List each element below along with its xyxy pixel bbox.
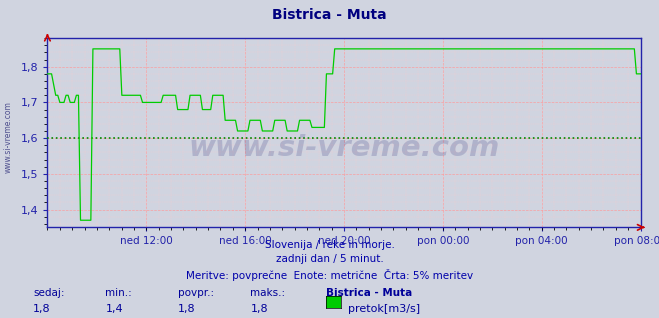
Text: www.si-vreme.com: www.si-vreme.com <box>3 101 13 173</box>
Text: Slovenija / reke in morje.: Slovenija / reke in morje. <box>264 240 395 250</box>
Text: 1,8: 1,8 <box>178 304 196 314</box>
Text: Bistrica - Muta: Bistrica - Muta <box>272 8 387 22</box>
Text: 1,8: 1,8 <box>33 304 51 314</box>
Text: zadnji dan / 5 minut.: zadnji dan / 5 minut. <box>275 254 384 264</box>
Text: 1,8: 1,8 <box>250 304 268 314</box>
Text: Bistrica - Muta: Bistrica - Muta <box>326 288 413 298</box>
Text: Meritve: povprečne  Enote: metrične  Črta: 5% meritev: Meritve: povprečne Enote: metrične Črta:… <box>186 269 473 281</box>
Text: 1,4: 1,4 <box>105 304 123 314</box>
Text: www.si-vreme.com: www.si-vreme.com <box>188 134 500 162</box>
Text: maks.:: maks.: <box>250 288 285 298</box>
Text: povpr.:: povpr.: <box>178 288 214 298</box>
Text: min.:: min.: <box>105 288 132 298</box>
Text: pretok[m3/s]: pretok[m3/s] <box>348 304 420 314</box>
Text: sedaj:: sedaj: <box>33 288 65 298</box>
